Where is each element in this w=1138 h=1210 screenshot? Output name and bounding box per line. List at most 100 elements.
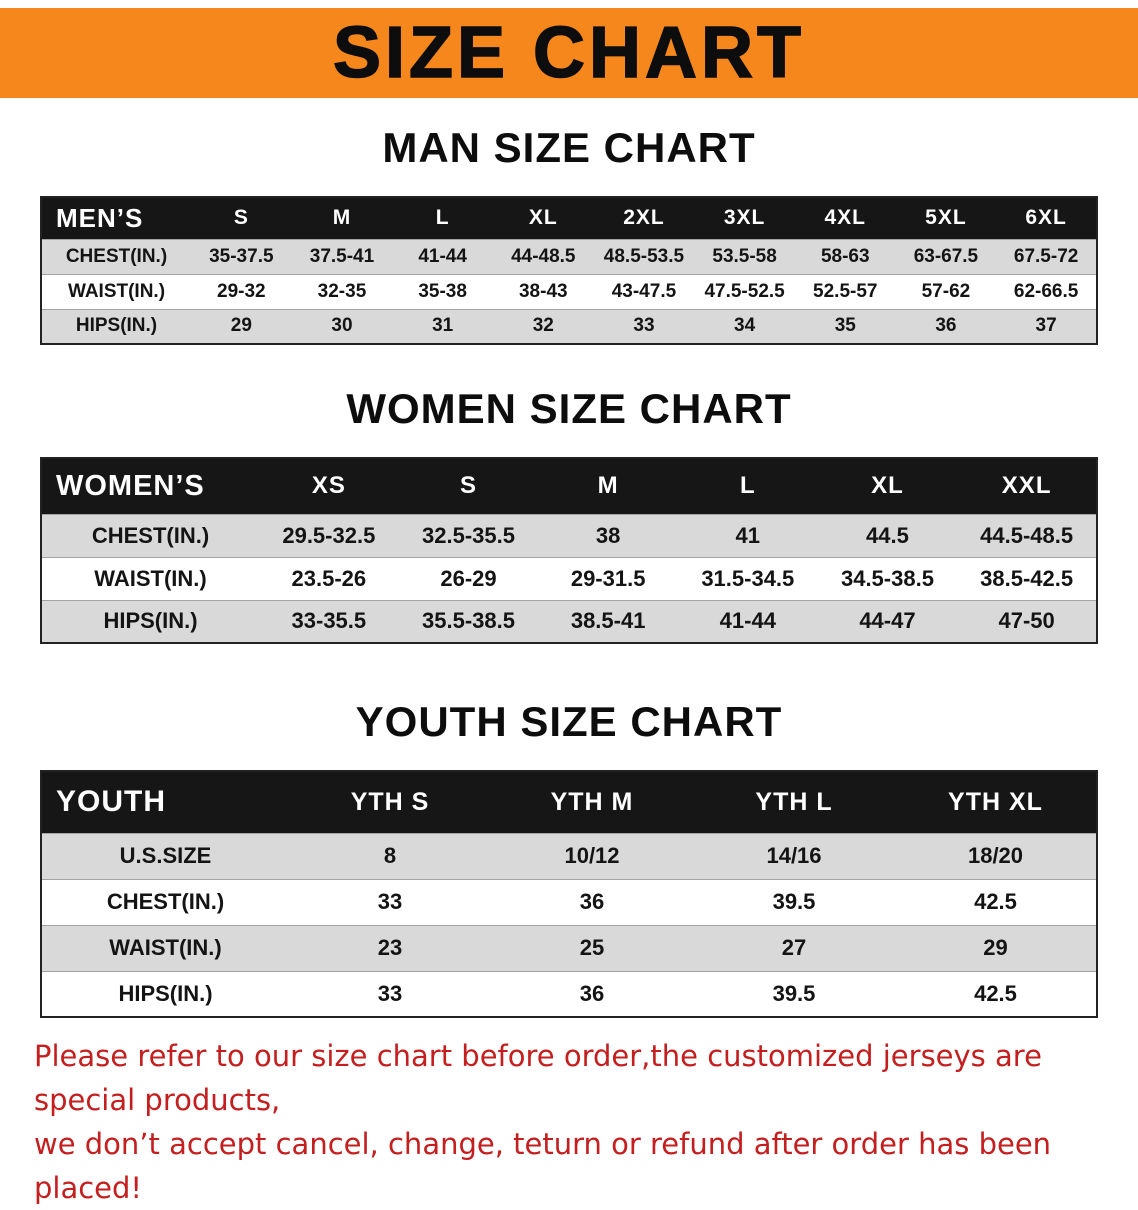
- table-header-row: YOUTH YTH S YTH M YTH L YTH XL: [41, 771, 1097, 833]
- size-column-header: YTH XL: [895, 771, 1097, 833]
- measurement-value-cell: 31.5-34.5: [677, 556, 818, 600]
- disclaimer: Please refer to our size chart before or…: [0, 1034, 1138, 1210]
- women-size-table: WOMEN’S XS S M L XL XXL CHEST(IN.) 29.5-32.5 32.5…: [40, 457, 1098, 644]
- measurement-value-cell: 44.5: [817, 513, 958, 557]
- measurement-value-cell: 44.5-48.5: [957, 513, 1097, 557]
- table-header-row: MEN’S S M L XL 2XL 3XL 4XL 5XL 6XL: [41, 197, 1097, 239]
- size-column-header: YTH M: [491, 771, 693, 833]
- women-section-heading: WOMEN SIZE CHART: [346, 385, 792, 432]
- measurement-value-cell: 33: [289, 878, 491, 925]
- row-label-cell: CHEST(IN.): [41, 878, 289, 925]
- row-label-cell: WAIST(IN.): [41, 924, 289, 971]
- measurement-value-cell: 36: [491, 878, 693, 925]
- measurement-value-cell: 53.5-58: [694, 238, 795, 274]
- measurement-value-cell: 32.5-35.5: [398, 513, 539, 557]
- youth-section-heading: YOUTH SIZE CHART: [355, 698, 783, 745]
- men-size-section: MAN SIZE CHART MEN’S S M L XL 2XL 3XL 4XL 5XL 6XL…: [0, 124, 1138, 345]
- measurement-value-cell: 33: [289, 970, 491, 1017]
- size-column-header: XS: [259, 458, 399, 514]
- table-row: CHEST(IN.) 33 36 39.5 42.5: [41, 878, 1097, 925]
- size-column-header: M: [291, 197, 393, 239]
- measurement-value-cell: 29.5-32.5: [259, 513, 399, 557]
- table-row: HIPS(IN.) 29 30 31 32 33 34 35 36 37: [41, 308, 1097, 344]
- table-row: HIPS(IN.) 33-35.5 35.5-38.5 38.5-41 41-44 44-…: [41, 599, 1097, 643]
- row-label-cell: WAIST(IN.): [41, 556, 259, 600]
- page-title: SIZE CHART: [332, 12, 805, 94]
- size-column-header: 4XL: [794, 197, 896, 239]
- measurement-value-cell: 44-48.5: [492, 238, 594, 274]
- size-chart-page: SIZE CHART MAN SIZE CHART MEN’S S M L XL 2XL 3…: [0, 8, 1138, 1210]
- size-column-header: XL: [817, 458, 958, 514]
- measurement-value-cell: 39.5: [693, 878, 895, 925]
- measurement-value-cell: 35: [794, 308, 896, 344]
- row-label-cell: CHEST(IN.): [41, 513, 259, 557]
- measurement-value-cell: 63-67.5: [895, 238, 997, 274]
- table-row: CHEST(IN.) 35-37.5 37.5-41 41-44 44-48.5 48.5…: [41, 238, 1097, 274]
- row-label-cell: HIPS(IN.): [41, 308, 191, 344]
- disclaimer-line-1: Please refer to our size chart before or…: [34, 1039, 1042, 1117]
- measurement-value-cell: 48.5-53.5: [593, 238, 695, 274]
- measurement-value-cell: 37.5-41: [291, 238, 393, 274]
- measurement-value-cell: 37: [996, 308, 1097, 344]
- measurement-value-cell: 35-38: [392, 273, 493, 309]
- youth-size-section: YOUTH SIZE CHART YOUTH YTH S YTH M YTH L YTH…: [0, 698, 1138, 1018]
- measurement-value-cell: 41: [677, 513, 818, 557]
- measurement-value-cell: 52.5-57: [794, 273, 896, 309]
- table-title-cell: YOUTH: [41, 771, 289, 833]
- size-column-header: XXL: [957, 458, 1097, 514]
- measurement-value-cell: 57-62: [895, 273, 997, 309]
- measurement-value-cell: 35-37.5: [191, 238, 292, 274]
- measurement-value-cell: 42.5: [895, 878, 1097, 925]
- youth-size-table: YOUTH YTH S YTH M YTH L YTH XL U.S.SIZE 8 10/12…: [40, 770, 1098, 1018]
- measurement-value-cell: 23.5-26: [259, 556, 399, 600]
- measurement-value-cell: 38.5-42.5: [957, 556, 1097, 600]
- measurement-value-cell: 34.5-38.5: [817, 556, 958, 600]
- size-column-header: 6XL: [996, 197, 1097, 239]
- measurement-value-cell: 33-35.5: [259, 599, 399, 643]
- measurement-value-cell: 39.5: [693, 970, 895, 1017]
- measurement-value-cell: 41-44: [392, 238, 493, 274]
- measurement-value-cell: 58-63: [794, 238, 896, 274]
- measurement-value-cell: 43-47.5: [593, 273, 695, 309]
- row-label-cell: HIPS(IN.): [41, 970, 289, 1017]
- size-column-header: XL: [492, 197, 594, 239]
- size-column-header: S: [398, 458, 539, 514]
- measurement-value-cell: 30: [291, 308, 393, 344]
- measurement-value-cell: 62-66.5: [996, 273, 1097, 309]
- table-row: U.S.SIZE 8 10/12 14/16 18/20: [41, 832, 1097, 879]
- measurement-value-cell: 32-35: [291, 273, 393, 309]
- measurement-value-cell: 36: [491, 970, 693, 1017]
- measurement-value-cell: 32: [492, 308, 594, 344]
- size-column-header: YTH S: [289, 771, 491, 833]
- table-row: HIPS(IN.) 33 36 39.5 42.5: [41, 970, 1097, 1017]
- size-column-header: M: [538, 458, 678, 514]
- measurement-value-cell: 47-50: [957, 599, 1097, 643]
- men-section-heading: MAN SIZE CHART: [382, 124, 756, 171]
- measurement-value-cell: 35.5-38.5: [398, 599, 539, 643]
- men-size-table: MEN’S S M L XL 2XL 3XL 4XL 5XL 6XL CHEST(IN.) 35-37…: [40, 196, 1098, 345]
- table-row: WAIST(IN.) 23 25 27 29: [41, 924, 1097, 971]
- row-label-cell: WAIST(IN.): [41, 273, 191, 309]
- table-header-row: WOMEN’S XS S M L XL XXL: [41, 458, 1097, 514]
- measurement-value-cell: 29-31.5: [538, 556, 678, 600]
- row-label-cell: CHEST(IN.): [41, 238, 191, 274]
- banner: SIZE CHART: [0, 8, 1138, 98]
- measurement-value-cell: 33: [593, 308, 695, 344]
- measurement-value-cell: 29: [191, 308, 292, 344]
- women-size-section: WOMEN SIZE CHART WOMEN’S XS S M L XL XXL CHEST(…: [0, 385, 1138, 644]
- table-row: WAIST(IN.) 23.5-26 26-29 29-31.5 31.5-34.5 34…: [41, 556, 1097, 600]
- measurement-value-cell: 23: [289, 924, 491, 971]
- measurement-value-cell: 67.5-72: [996, 238, 1097, 274]
- size-column-header: 5XL: [895, 197, 997, 239]
- row-label-cell: HIPS(IN.): [41, 599, 259, 643]
- size-column-header: L: [392, 197, 493, 239]
- disclaimer-line-2: we don’t accept cancel, change, teturn o…: [34, 1127, 1052, 1205]
- measurement-value-cell: 25: [491, 924, 693, 971]
- table-row: CHEST(IN.) 29.5-32.5 32.5-35.5 38 41 44.5 44.5…: [41, 513, 1097, 557]
- measurement-value-cell: 29: [895, 924, 1097, 971]
- measurement-value-cell: 29-32: [191, 273, 292, 309]
- size-column-header: 2XL: [593, 197, 695, 239]
- table-title-cell: WOMEN’S: [41, 458, 259, 514]
- size-column-header: YTH L: [693, 771, 895, 833]
- measurement-value-cell: 18/20: [895, 832, 1097, 879]
